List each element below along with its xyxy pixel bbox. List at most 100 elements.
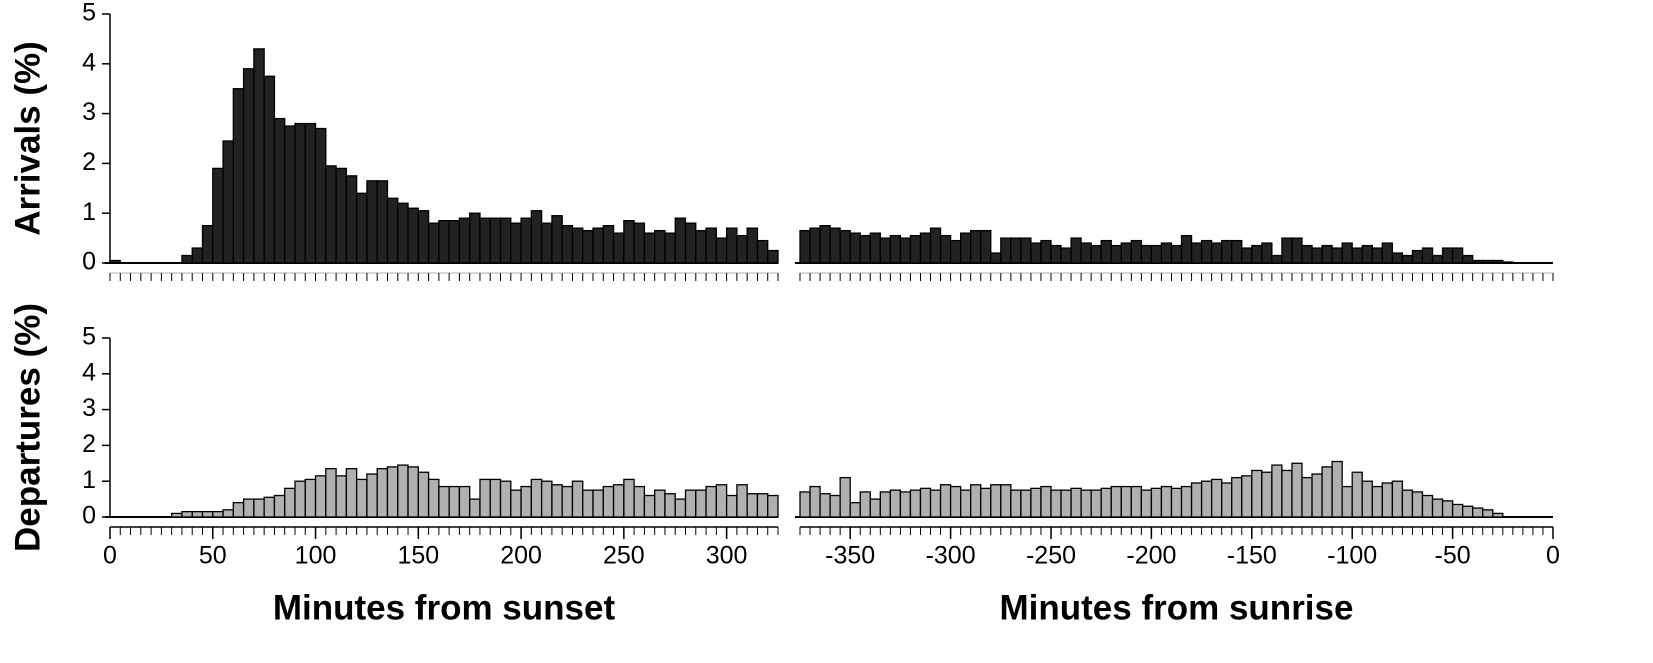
bar xyxy=(1080,242,1092,264)
bar xyxy=(191,510,204,518)
bar xyxy=(970,484,982,518)
bar xyxy=(366,473,378,518)
bar xyxy=(980,487,992,518)
bar xyxy=(1060,247,1072,264)
bar xyxy=(1231,476,1243,518)
bar xyxy=(1441,247,1454,264)
bar xyxy=(643,494,656,518)
bar xyxy=(849,502,861,518)
y-axis-label: Arrivals (%) xyxy=(8,41,47,236)
bar xyxy=(756,493,769,518)
bar xyxy=(325,468,337,518)
x-axis-label: Minutes from sunrise xyxy=(1000,588,1354,627)
bar xyxy=(1170,244,1183,264)
bar xyxy=(1120,242,1132,264)
bar xyxy=(1241,475,1253,518)
y-tick-label: 2 xyxy=(82,148,96,176)
bar xyxy=(417,471,430,518)
bar xyxy=(263,75,276,264)
bar xyxy=(1381,242,1394,264)
bar xyxy=(1482,259,1494,264)
bar xyxy=(438,485,450,518)
bar xyxy=(1461,505,1474,518)
bar xyxy=(1221,239,1233,264)
y-tick-label: 3 xyxy=(82,98,96,126)
bar xyxy=(551,484,563,518)
bar xyxy=(520,485,533,518)
bar xyxy=(746,493,759,518)
bar xyxy=(654,489,666,518)
bar xyxy=(571,480,584,518)
bar xyxy=(397,464,409,518)
bar xyxy=(829,227,841,264)
bar xyxy=(839,476,851,518)
bar xyxy=(674,498,687,518)
bar xyxy=(1190,242,1203,264)
bar xyxy=(273,117,286,264)
bar xyxy=(294,480,306,518)
bar xyxy=(879,237,892,264)
bar xyxy=(540,222,553,264)
bar xyxy=(889,489,902,518)
bar xyxy=(438,220,450,264)
bar xyxy=(1100,487,1112,518)
bar xyxy=(1341,242,1353,264)
bar xyxy=(1000,237,1012,264)
bar xyxy=(919,232,932,264)
bar xyxy=(1000,484,1012,518)
bar xyxy=(232,502,245,518)
bar xyxy=(1311,473,1323,518)
y-tick-label: 1 xyxy=(82,198,96,226)
bar xyxy=(980,229,992,264)
x-tick-label: -300 xyxy=(926,542,976,570)
bar xyxy=(325,165,337,264)
x-tick-label: 300 xyxy=(706,542,748,570)
bar xyxy=(1251,469,1263,518)
bar xyxy=(819,493,831,518)
bar xyxy=(212,510,224,518)
bar xyxy=(1010,489,1022,518)
bar xyxy=(684,222,697,264)
bar xyxy=(705,227,717,264)
bar xyxy=(725,227,738,264)
bar xyxy=(736,234,748,264)
bar xyxy=(959,489,972,518)
bar xyxy=(499,480,512,518)
bar xyxy=(889,234,902,264)
bar xyxy=(1210,242,1223,264)
bar xyxy=(530,210,543,264)
bar xyxy=(171,512,183,518)
bar xyxy=(1301,476,1313,518)
bar xyxy=(1421,494,1434,518)
x-tick-label: -200 xyxy=(1126,542,1176,570)
bar xyxy=(345,468,358,518)
bar xyxy=(386,466,399,518)
bar xyxy=(1120,485,1132,518)
bar xyxy=(799,491,811,518)
bar xyxy=(1361,244,1373,264)
bar xyxy=(1090,489,1102,518)
bar xyxy=(1381,482,1394,518)
bar xyxy=(1200,480,1213,518)
bar xyxy=(654,229,666,264)
bar xyxy=(736,484,748,518)
bar xyxy=(181,510,193,518)
y-tick-label: 3 xyxy=(82,394,96,422)
bar xyxy=(1050,489,1062,518)
bar xyxy=(633,485,646,518)
bar xyxy=(1130,239,1143,264)
bar xyxy=(1080,489,1092,518)
bar xyxy=(859,491,871,518)
bar xyxy=(623,220,635,264)
x-tick-label: -250 xyxy=(1026,542,1076,570)
bar xyxy=(458,485,471,518)
bar xyxy=(839,229,851,264)
bar xyxy=(939,484,952,518)
bar xyxy=(949,485,962,518)
bar xyxy=(582,489,594,518)
bar xyxy=(1261,242,1273,264)
bar xyxy=(1140,489,1153,518)
bar xyxy=(510,489,522,518)
bar xyxy=(1351,247,1363,264)
